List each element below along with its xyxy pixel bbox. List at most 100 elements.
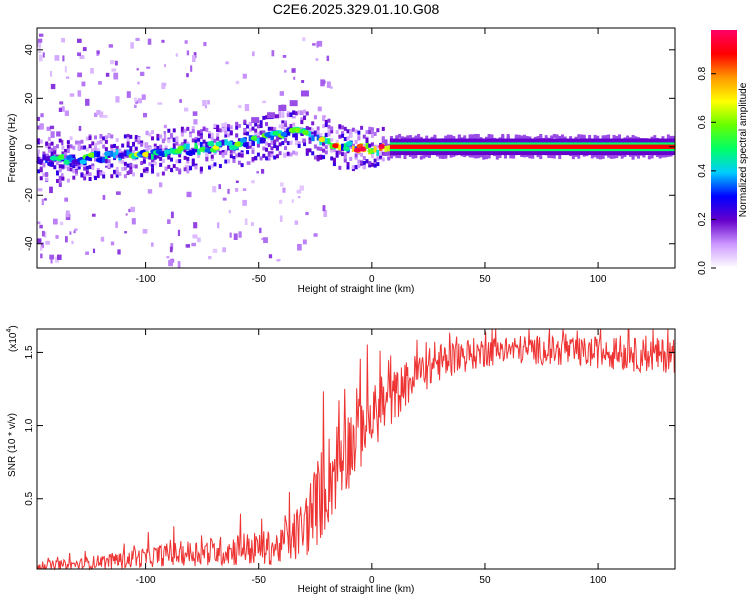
heatmap-peak bbox=[79, 159, 87, 165]
heatmap-halo bbox=[343, 126, 347, 131]
heatmap-halo bbox=[232, 158, 236, 163]
heatmap-halo bbox=[56, 171, 60, 176]
heatmap-halo bbox=[311, 127, 315, 132]
heatmap-halo bbox=[243, 131, 247, 136]
heatmap-halo bbox=[332, 148, 336, 153]
heatmap-halo bbox=[362, 144, 366, 149]
heatmap-halo bbox=[216, 127, 220, 132]
heatmap-speckle bbox=[222, 247, 227, 253]
heatmap-halo bbox=[522, 134, 526, 139]
heatmap-halo bbox=[115, 137, 119, 142]
heatmap-halo bbox=[256, 124, 260, 129]
heatmap-peak bbox=[95, 157, 103, 163]
heatmap-halo bbox=[58, 168, 62, 173]
heatmap-ridge-cell bbox=[319, 139, 323, 146]
heatmap-ridge-cell bbox=[286, 129, 291, 136]
heatmap-halo bbox=[316, 132, 320, 137]
heatmap-halo bbox=[216, 132, 220, 137]
heatmap-halo bbox=[590, 154, 594, 159]
heatmap-halo bbox=[153, 146, 157, 151]
heatmap-halo bbox=[332, 161, 336, 166]
heatmap-halo bbox=[343, 158, 347, 163]
heatmap-halo bbox=[503, 154, 507, 159]
heatmap-speckle bbox=[266, 157, 271, 161]
heatmap-halo bbox=[398, 154, 402, 159]
heatmap-peak bbox=[234, 141, 242, 147]
heatmap-halo bbox=[601, 154, 605, 159]
heatmap-speckle bbox=[242, 188, 247, 191]
heatmap-halo bbox=[341, 125, 345, 130]
heatmap-speckle bbox=[96, 50, 100, 55]
heatmap-halo bbox=[311, 121, 315, 126]
heatmap-halo bbox=[47, 136, 51, 141]
heatmap-halo bbox=[248, 122, 252, 127]
heatmap-halo bbox=[544, 135, 548, 140]
heatmap-speckle bbox=[151, 242, 154, 247]
heatmap-peak bbox=[215, 141, 223, 147]
heatmap-halo bbox=[612, 154, 616, 159]
heatmap-halo bbox=[346, 162, 350, 167]
heatmap-speckle bbox=[208, 255, 212, 260]
heatmap-halo bbox=[547, 153, 551, 158]
heatmap-halo bbox=[186, 159, 190, 164]
heatmap-peak bbox=[226, 141, 234, 147]
heatmap-halo bbox=[531, 154, 535, 159]
heatmap-halo bbox=[126, 163, 130, 168]
heatmap-halo bbox=[69, 167, 73, 172]
heatmap-speckle bbox=[161, 82, 166, 90]
heatmap-halo bbox=[75, 171, 79, 176]
heatmap-speckle bbox=[192, 234, 198, 239]
heatmap-speckle bbox=[65, 210, 70, 218]
heatmap-halo bbox=[254, 122, 258, 127]
heatmap-halo bbox=[265, 141, 269, 146]
heatmap-speckle bbox=[79, 55, 85, 60]
heatmap-halo bbox=[94, 142, 98, 147]
snr-multiplier-base: (x10 bbox=[8, 332, 19, 352]
heatmap-halo bbox=[121, 167, 125, 172]
heatmap-halo bbox=[294, 141, 298, 146]
heatmap-halo bbox=[270, 151, 274, 156]
heatmap-halo bbox=[197, 137, 201, 142]
heatmap-halo bbox=[384, 139, 388, 144]
heatmap-halo bbox=[83, 176, 87, 181]
heatmap-speckle bbox=[94, 112, 98, 118]
heatmap-speckle bbox=[59, 101, 64, 105]
heatmap-speckle bbox=[163, 83, 167, 86]
heatmap-speckle bbox=[297, 196, 301, 199]
heatmap-halo bbox=[151, 169, 155, 174]
heatmap-halo bbox=[376, 162, 380, 167]
heatmap-speckle bbox=[238, 104, 242, 109]
heatmap-halo bbox=[224, 159, 228, 164]
heatmap-halo bbox=[50, 147, 54, 152]
heatmap-speckle bbox=[103, 114, 108, 119]
heatmap-halo bbox=[186, 141, 190, 146]
heatmap-speckle bbox=[229, 232, 232, 238]
x-tick-label: -100 bbox=[136, 274, 156, 285]
heatmap-speckle bbox=[167, 219, 171, 225]
heatmap-halo bbox=[172, 138, 176, 143]
heatmap-halo bbox=[172, 143, 176, 148]
heatmap-speckle bbox=[252, 51, 255, 57]
heatmap-speckle bbox=[40, 113, 44, 118]
heatmap-speckle bbox=[159, 182, 163, 188]
heatmap-speckle bbox=[147, 189, 153, 194]
heatmap-halo bbox=[39, 166, 43, 171]
heatmap-halo bbox=[414, 154, 418, 159]
heatmap-halo bbox=[596, 135, 600, 140]
heatmap-ridge-cell bbox=[365, 142, 370, 149]
heatmap-halo bbox=[292, 110, 296, 115]
colorbar-tick-label: 0.4 bbox=[697, 163, 708, 177]
heatmap-halo bbox=[471, 134, 475, 139]
heatmap-halo bbox=[208, 130, 212, 135]
heatmap-halo bbox=[427, 153, 431, 158]
heatmap-speckle bbox=[322, 80, 326, 84]
heatmap-halo bbox=[262, 153, 266, 158]
heatmap-halo bbox=[357, 136, 361, 141]
heatmap-halo bbox=[294, 111, 298, 116]
heatmap-halo bbox=[229, 125, 233, 130]
heatmap-halo bbox=[156, 133, 160, 138]
heatmap-speckle bbox=[40, 242, 45, 249]
heatmap-halo bbox=[83, 166, 87, 171]
heatmap-halo bbox=[474, 133, 478, 138]
heatmap-speckle bbox=[115, 166, 119, 174]
